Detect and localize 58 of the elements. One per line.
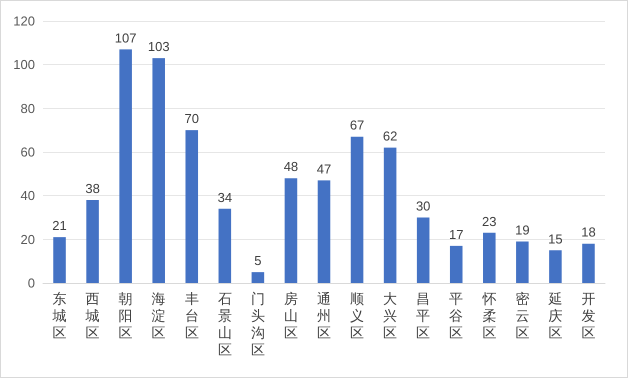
- x-tick-label: 开发区: [581, 292, 596, 342]
- x-tick-label: 平谷区: [449, 292, 464, 342]
- x-tick-label: 海淀区: [152, 292, 166, 342]
- bar: [218, 208, 232, 283]
- data-label: 17: [449, 226, 464, 242]
- x-tick-label: 通州区: [317, 292, 331, 342]
- y-tick-label: 20: [20, 232, 35, 247]
- bar: [350, 136, 364, 283]
- x-tick-label: 房山区: [284, 292, 298, 342]
- data-label: 62: [382, 128, 398, 144]
- data-label: 18: [581, 224, 596, 240]
- y-tick-label: 80: [20, 100, 35, 116]
- bar: [582, 244, 595, 283]
- x-tick-label: 昌平区: [416, 292, 430, 342]
- y-tick-label: 100: [13, 57, 35, 72]
- y-tick-label: 60: [20, 144, 35, 160]
- x-tick-label: 东城区: [52, 292, 67, 342]
- bar: [284, 178, 298, 283]
- x-tick-label: 密云区: [515, 292, 530, 342]
- data-label: 23: [482, 214, 497, 229]
- data-label: 19: [515, 222, 530, 238]
- x-tick-label: 大兴区: [383, 292, 398, 342]
- bar: [483, 232, 496, 283]
- data-label: 21: [52, 218, 67, 234]
- data-label: 15: [548, 231, 563, 246]
- data-label: 30: [416, 198, 430, 214]
- data-label: 34: [218, 190, 232, 205]
- bar: [318, 180, 330, 283]
- x-tick-label: 朝阳区: [118, 292, 133, 342]
- data-label: 107: [114, 30, 136, 46]
- data-label: 5: [254, 253, 262, 268]
- bar: [185, 130, 198, 283]
- bar: [86, 200, 99, 283]
- data-label: 48: [284, 159, 298, 174]
- bar: [549, 250, 562, 283]
- x-tick-label: 丰台区: [184, 292, 199, 342]
- bar: [450, 246, 463, 283]
- bar: [119, 49, 132, 283]
- bar: [152, 58, 165, 283]
- data-label: 67: [350, 118, 364, 133]
- bar: [53, 237, 66, 283]
- x-tick-label: 石景山区: [218, 292, 232, 358]
- y-tick-label: 0: [28, 276, 35, 290]
- x-tick-label: 顺义区: [350, 292, 364, 342]
- x-tick-label: 门头沟区: [250, 292, 265, 358]
- x-tick-label: 西城区: [84, 292, 100, 342]
- data-label: 38: [85, 181, 100, 196]
- x-tick-label: 延庆区: [547, 292, 562, 342]
- data-label: 70: [184, 111, 199, 126]
- bar: [384, 148, 396, 283]
- y-tick-label: 120: [13, 14, 35, 28]
- bar: [516, 242, 529, 283]
- y-tick-label: 40: [20, 188, 35, 204]
- bar: [252, 272, 264, 283]
- data-label: 47: [316, 161, 332, 176]
- x-tick-label: 怀柔区: [481, 292, 496, 342]
- data-label: 103: [148, 39, 170, 54]
- bar: [416, 218, 430, 283]
